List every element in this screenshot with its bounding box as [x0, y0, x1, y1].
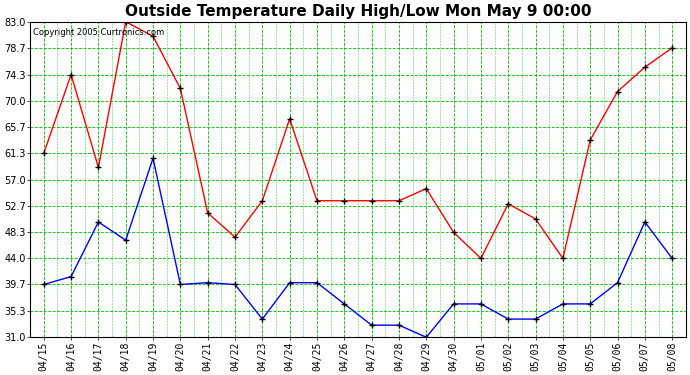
- Text: Copyright 2005 Curtronics.com: Copyright 2005 Curtronics.com: [33, 28, 165, 37]
- Title: Outside Temperature Daily High/Low Mon May 9 00:00: Outside Temperature Daily High/Low Mon M…: [125, 4, 591, 19]
